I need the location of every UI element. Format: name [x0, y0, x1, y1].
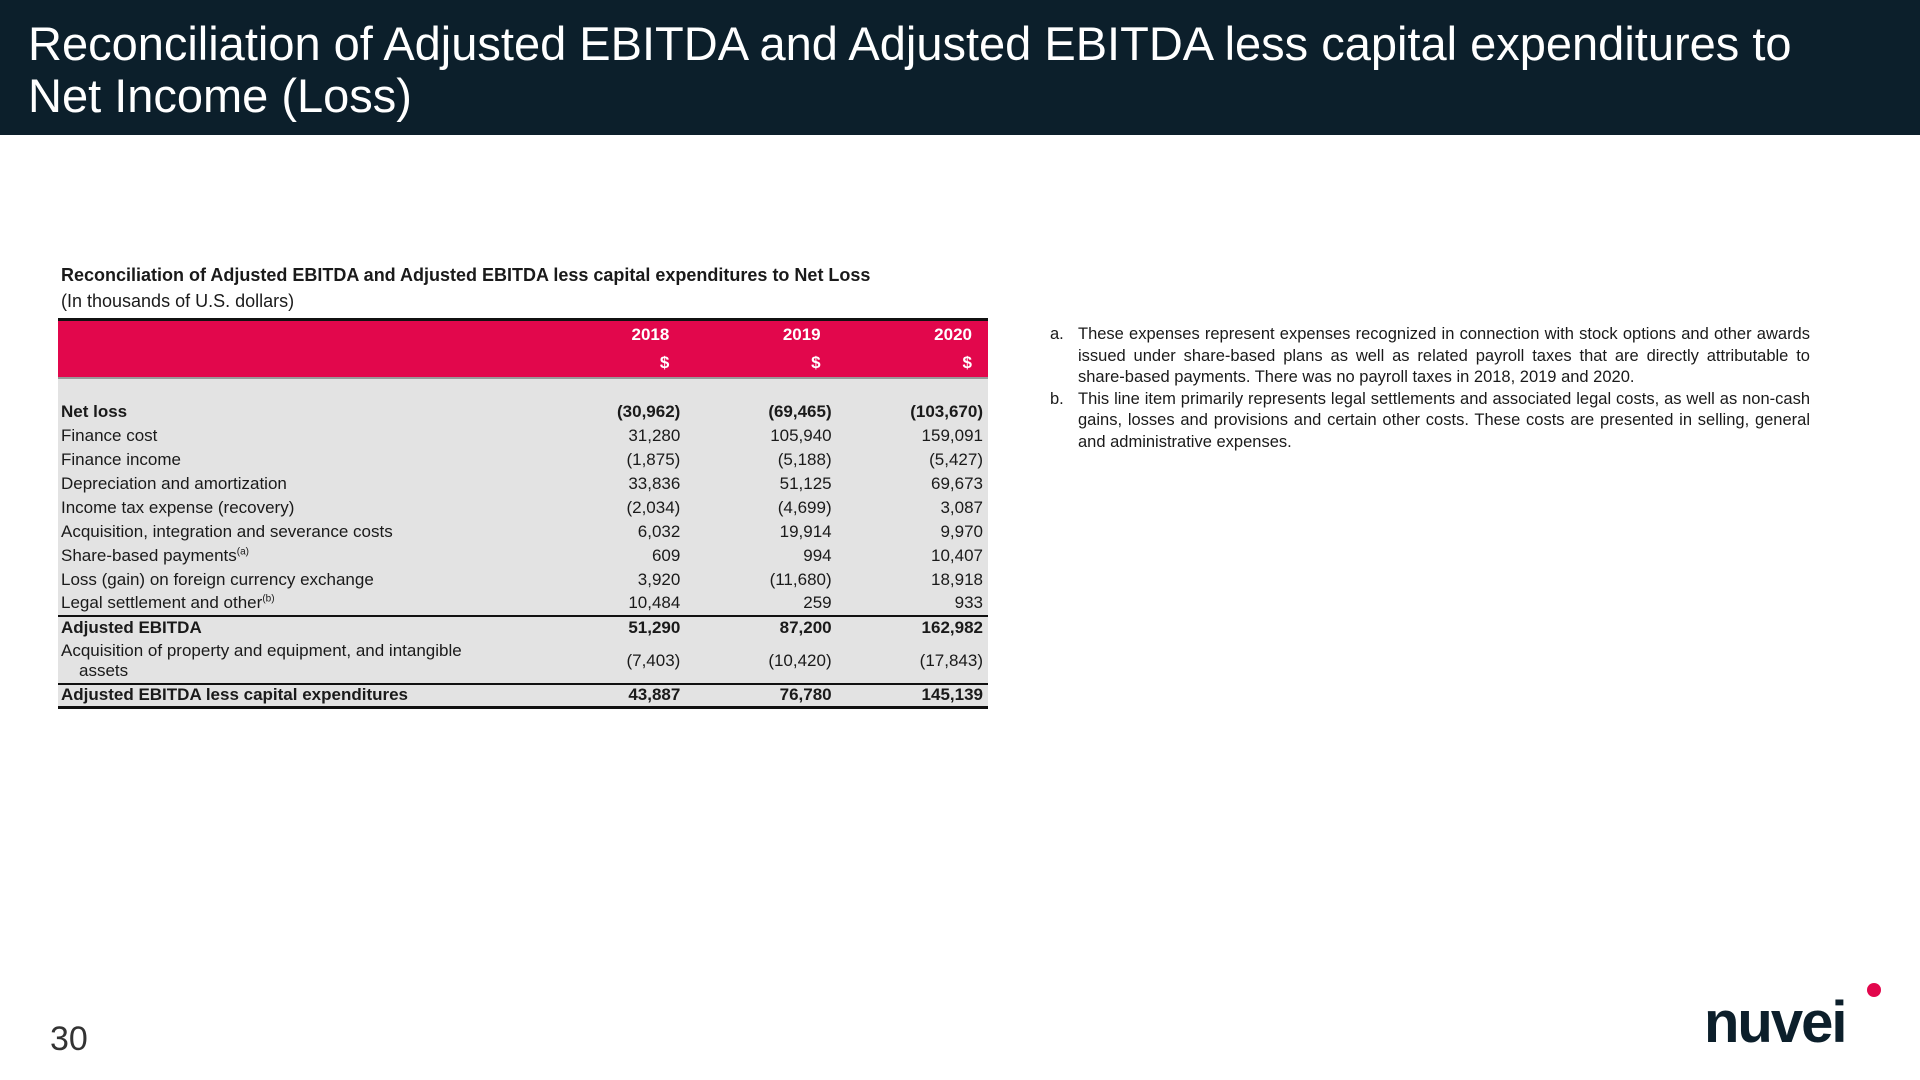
row-label: Adjusted EBITDA less capital expenditure…: [58, 682, 535, 709]
footnote-a: a. These expenses represent expenses rec…: [1050, 324, 1810, 389]
value-2020: 18,918: [836, 567, 988, 592]
row-label: Income tax expense (recovery): [58, 495, 535, 520]
table-row-acquisition-costs: Acquisition, integration and severance c…: [58, 519, 988, 544]
value-2020: 159,091: [836, 423, 988, 448]
header-label-cell: [58, 348, 535, 379]
reconciliation-table-section: Reconciliation of Adjusted EBITDA and Ad…: [58, 262, 988, 709]
value-2018: (2,034): [534, 495, 686, 520]
value-2020: 162,982: [836, 614, 988, 640]
footnotes: a. These expenses represent expenses rec…: [1050, 324, 1810, 453]
footnote-marker-a: (a): [236, 545, 250, 557]
value-2020: (17,843): [836, 639, 988, 684]
row-label: Acquisition of property and equipment, a…: [61, 641, 462, 660]
row-label: Legal settlement and other: [61, 593, 263, 612]
row-label: Finance income: [58, 447, 535, 472]
value-2019: 76,780: [685, 682, 837, 709]
currency-header: $: [836, 348, 988, 379]
table-row-finance-cost: Finance cost 31,280 105,940 159,091: [58, 423, 988, 448]
footnote-marker: b.: [1050, 389, 1064, 408]
value-2018: (7,403): [534, 639, 686, 684]
value-2018: 6,032: [534, 519, 686, 544]
value-2018: 10,484: [534, 591, 686, 616]
value-2019: 51,125: [685, 471, 837, 496]
nuvei-logo: nuvei: [1704, 983, 1881, 1050]
value-2020: 3,087: [836, 495, 988, 520]
page-title: Reconciliation of Adjusted EBITDA and Ad…: [28, 17, 1792, 122]
currency-header: $: [534, 348, 686, 379]
title-bar: Reconciliation of Adjusted EBITDA and Ad…: [0, 0, 1920, 135]
year-header-2019: 2019: [685, 318, 837, 349]
table-row-adjusted-ebitda-less-capex: Adjusted EBITDA less capital expenditure…: [58, 682, 988, 709]
value-2018: 33,836: [534, 471, 686, 496]
value-2018: 51,290: [534, 614, 686, 640]
value-2019: 259: [685, 591, 837, 616]
row-label-continued: assets: [79, 661, 129, 680]
footnote-marker-b: (b): [262, 593, 275, 605]
value-2018: (30,962): [534, 399, 686, 424]
header-label-cell: [58, 318, 535, 349]
value-2018: 31,280: [534, 423, 686, 448]
year-header-2018: 2018: [534, 318, 686, 349]
row-label-cell: Acquisition of property and equipment, a…: [58, 639, 535, 684]
row-label: Loss (gain) on foreign currency exchange: [58, 567, 535, 592]
value-2020: 69,673: [836, 471, 988, 496]
value-2019: (69,465): [685, 399, 837, 424]
row-label: Finance cost: [58, 423, 535, 448]
row-label-cell: Legal settlement and other(b): [58, 591, 535, 616]
table-row-income-tax: Income tax expense (recovery) (2,034) (4…: [58, 495, 988, 520]
spacer-cell: [58, 377, 535, 400]
value-2019: (5,188): [685, 447, 837, 472]
currency-header: $: [685, 348, 837, 379]
reconciliation-table: 2018 2019 2020 $ $ $ Net loss (30,962) (…: [58, 318, 988, 709]
value-2020: 10,407: [836, 543, 988, 568]
logo-dot: [1867, 983, 1881, 997]
table-row-adjusted-ebitda: Adjusted EBITDA 51,290 87,200 162,982: [58, 614, 988, 640]
table-row-capex: Acquisition of property and equipment, a…: [58, 639, 988, 684]
table-row-net-loss: Net loss (30,962) (69,465) (103,670): [58, 399, 988, 424]
page-number: 30: [50, 1020, 88, 1058]
table-row-depreciation: Depreciation and amortization 33,836 51,…: [58, 471, 988, 496]
table-row-finance-income: Finance income (1,875) (5,188) (5,427): [58, 447, 988, 472]
table-row-legal-settlement: Legal settlement and other(b) 10,484 259…: [58, 591, 988, 616]
value-2020: (5,427): [836, 447, 988, 472]
logo-wordmark: nuvei: [1704, 990, 1846, 1050]
value-2019: 87,200: [685, 614, 837, 640]
footnote-text: This line item primarily represents lega…: [1078, 389, 1810, 451]
value-2020: 9,970: [836, 519, 988, 544]
value-2020: (103,670): [836, 399, 988, 424]
table-title: Reconciliation of Adjusted EBITDA and Ad…: [61, 265, 871, 285]
value-2019: 994: [685, 543, 837, 568]
row-label: Share-based payments: [61, 545, 237, 565]
value-2019: (10,420): [685, 639, 837, 684]
row-label: Acquisition, integration and severance c…: [58, 519, 535, 544]
value-2018: 3,920: [534, 567, 686, 592]
row-label: Depreciation and amortization: [58, 471, 535, 496]
table-subtitle: (In thousands of U.S. dollars): [61, 291, 295, 311]
footnote-b: b. This line item primarily represents l…: [1050, 389, 1810, 454]
table-row-share-based-payments: Share-based payments(a) 609 994 10,407: [58, 543, 988, 568]
value-2019: 19,914: [685, 519, 837, 544]
year-header-2020: 2020: [836, 318, 988, 349]
value-2018: 43,887: [534, 682, 686, 709]
table-row-fx-loss-gain: Loss (gain) on foreign currency exchange…: [58, 567, 988, 592]
value-2019: 105,940: [685, 423, 837, 448]
value-2018: (1,875): [534, 447, 686, 472]
value-2019: (4,699): [685, 495, 837, 520]
footnote-marker: a.: [1050, 325, 1064, 343]
value-2019: (11,680): [685, 567, 837, 592]
value-2020: 145,139: [836, 682, 988, 709]
row-label: Net loss: [58, 399, 535, 424]
value-2020: 933: [836, 591, 988, 616]
value-2018: 609: [534, 543, 686, 568]
row-label-cell: Share-based payments(a): [58, 543, 535, 568]
footnote-text: These expenses represent expenses recogn…: [1078, 325, 1810, 386]
row-label: Adjusted EBITDA: [58, 614, 535, 640]
